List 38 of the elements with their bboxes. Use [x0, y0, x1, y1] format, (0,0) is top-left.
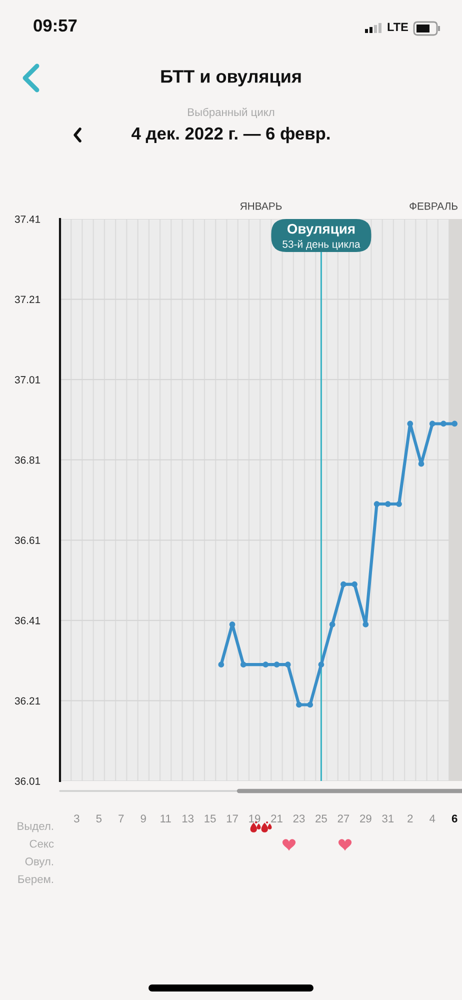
y-tick-label: 37.21: [14, 296, 40, 304]
y-tick-label: 37.01: [14, 376, 40, 384]
x-tick-label: 21: [271, 814, 282, 822]
text: Овул.: [25, 858, 53, 868]
x-tick-label: 31: [382, 814, 394, 822]
x-tick-label: 17: [226, 814, 238, 822]
y-tick-label: 36.41: [14, 616, 40, 624]
x-tick-label: 7: [118, 814, 124, 822]
text: Берем.: [18, 875, 53, 886]
ref-line-label: Овуляция 53-й день цикла: [282, 224, 360, 250]
x-tick-label: 19: [249, 814, 260, 822]
text: ЯНВАРЬ: [240, 202, 282, 210]
x-tick-label: 15: [204, 814, 216, 822]
text: ФЕВРАЛЬ: [410, 202, 458, 210]
x-tick-label: 29: [360, 814, 372, 822]
text: 09:57: [34, 19, 77, 32]
x-tick-label: 9: [140, 814, 146, 822]
x-tick-label: 4: [430, 814, 436, 822]
x-tick-label: 23: [293, 814, 305, 822]
x-tick-label: 27: [338, 814, 350, 822]
x-tick-label: 25: [316, 814, 327, 822]
chart-subtitle: Выбранный цикл: [188, 108, 274, 118]
x-tick-label: 3: [74, 814, 80, 822]
text: 4 дек. 2022 г. — 6 февр.: [132, 126, 330, 144]
y-tick-label: 37.41: [14, 216, 40, 223]
x-tick-label: 5: [96, 814, 102, 822]
x-tick-label: 6: [452, 814, 458, 822]
y-tick-label: 36.61: [14, 536, 40, 544]
text: LTE: [388, 22, 408, 32]
x-tick-label: 13: [182, 814, 194, 822]
y-tick-label: 36.81: [14, 456, 40, 464]
text: Выдел.: [18, 822, 53, 832]
y-tick-label: 36.21: [14, 697, 40, 705]
x-tick-label: 11: [160, 814, 171, 822]
x-tick-label: 2: [408, 814, 413, 822]
y-tick-label: 36.01: [14, 778, 40, 785]
chart-title: БТТ и овуляция: [161, 70, 301, 86]
text: Секс: [30, 840, 54, 848]
